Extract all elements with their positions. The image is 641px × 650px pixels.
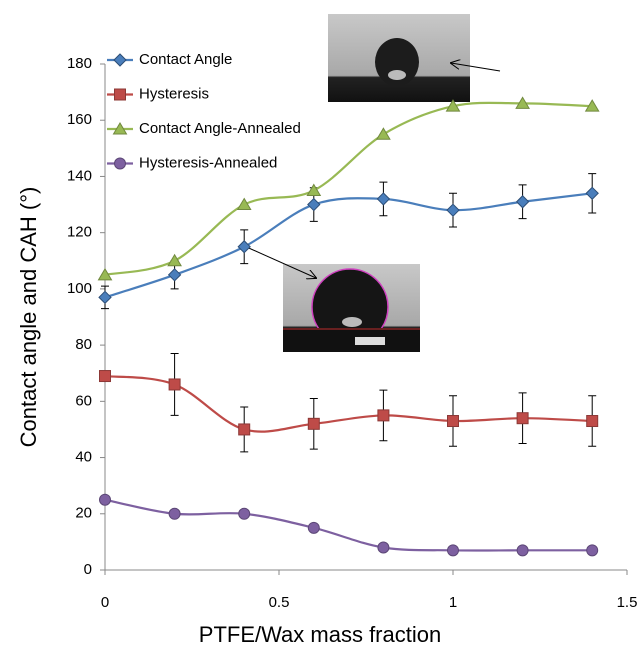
marker xyxy=(376,192,391,206)
marker xyxy=(238,507,251,520)
marker xyxy=(446,203,460,217)
series-line xyxy=(104,498,593,552)
marker xyxy=(376,127,391,140)
y-tick-label: 60 xyxy=(75,392,92,409)
marker xyxy=(236,197,252,211)
marker xyxy=(307,417,320,430)
series-line xyxy=(104,192,593,299)
y-axis-title: Contact angle and CAH (°) xyxy=(16,187,41,448)
marker xyxy=(586,415,599,428)
photo-top xyxy=(328,14,470,102)
y-tick-label: 180 xyxy=(67,55,92,72)
marker xyxy=(168,378,181,391)
legend-marker xyxy=(113,53,127,67)
marker xyxy=(515,96,530,109)
legend-label: Hysteresis-Annealed xyxy=(139,154,277,171)
marker xyxy=(516,412,529,425)
marker xyxy=(97,267,113,281)
y-tick-label: 120 xyxy=(67,224,92,241)
marker xyxy=(99,493,111,506)
marker xyxy=(306,183,322,196)
x-axis-title: PTFE/Wax mass fraction xyxy=(199,622,441,647)
y-tick-label: 140 xyxy=(67,167,92,184)
marker xyxy=(377,409,390,422)
marker xyxy=(307,197,321,212)
marker xyxy=(447,415,459,428)
legend-marker xyxy=(114,157,126,170)
marker xyxy=(515,195,530,209)
x-tick-label: 1.5 xyxy=(617,594,638,611)
legend-label: Contact Angle xyxy=(139,51,232,68)
y-tick-label: 0 xyxy=(84,561,92,578)
legend-marker xyxy=(114,88,126,101)
marker xyxy=(167,268,182,282)
y-tick-label: 40 xyxy=(75,449,92,466)
marker xyxy=(445,99,461,112)
arrow xyxy=(241,244,316,278)
y-tick-label: 100 xyxy=(67,280,92,297)
marker xyxy=(585,186,599,201)
marker xyxy=(99,370,111,383)
marker xyxy=(238,423,251,436)
y-tick-label: 20 xyxy=(75,505,92,522)
x-tick-label: 0.5 xyxy=(269,594,290,611)
marker xyxy=(377,541,390,554)
marker xyxy=(237,240,251,254)
x-tick-label: 0 xyxy=(101,594,109,611)
marker xyxy=(307,521,320,534)
arrow xyxy=(451,63,501,72)
marker xyxy=(586,544,599,557)
x-tick-label: 1 xyxy=(449,594,457,611)
series-line xyxy=(104,374,593,433)
marker xyxy=(167,253,182,267)
marker xyxy=(516,544,529,557)
marker xyxy=(447,544,459,557)
marker xyxy=(98,290,112,305)
series-line xyxy=(104,101,593,276)
legend-marker xyxy=(112,122,128,135)
photo-middle xyxy=(283,264,420,352)
legend-label: Hysteresis xyxy=(139,85,209,102)
marker xyxy=(584,99,600,112)
legend-label: Contact Angle-Annealed xyxy=(139,120,301,137)
y-tick-label: 160 xyxy=(67,111,92,128)
marker xyxy=(168,507,181,520)
y-tick-label: 80 xyxy=(75,336,92,353)
